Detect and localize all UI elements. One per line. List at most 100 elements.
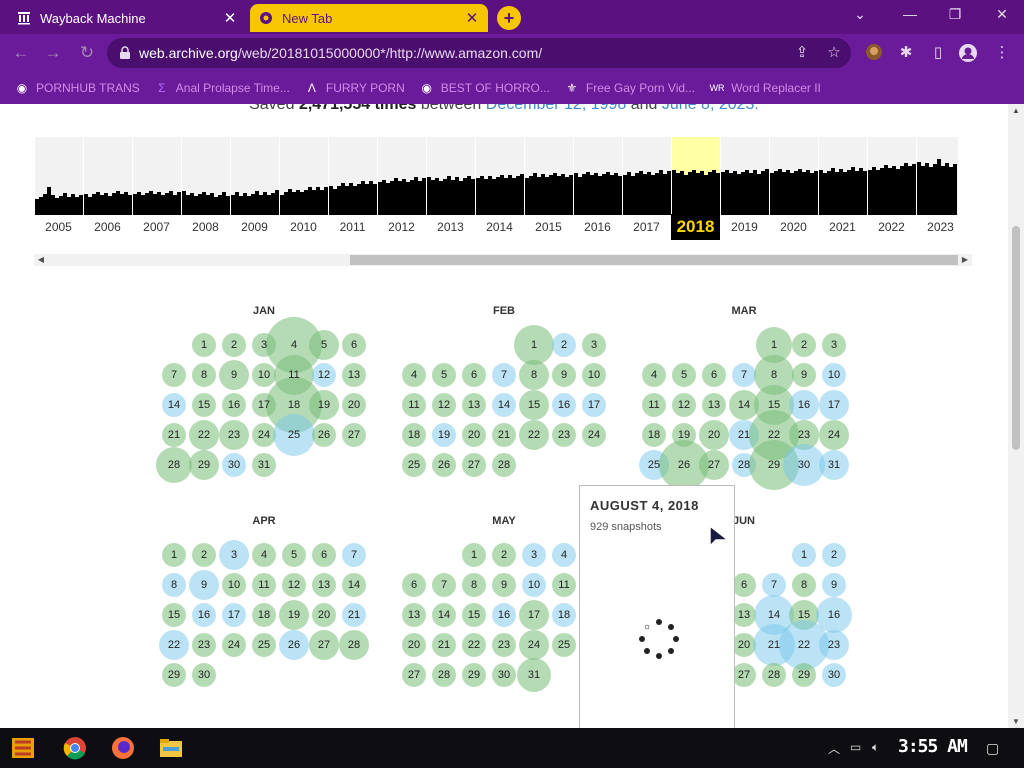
year-label-2013[interactable]: 2013 xyxy=(437,220,464,234)
calendar-day[interactable]: 28 xyxy=(767,669,781,681)
year-column-2019[interactable] xyxy=(720,137,769,215)
restore-icon[interactable]: ❐ xyxy=(948,6,962,22)
menu-icon[interactable]: ⋮ xyxy=(994,44,1010,61)
calendar-day[interactable]: 12 xyxy=(437,399,451,411)
calendar-day[interactable]: 27 xyxy=(737,669,751,681)
calendar-day[interactable]: 7 xyxy=(350,549,358,561)
calendar-day[interactable]: 12 xyxy=(317,369,331,381)
calendar-day[interactable]: 2 xyxy=(800,339,808,351)
calendar-day[interactable]: 3 xyxy=(830,339,838,351)
year-label-2023[interactable]: 2023 xyxy=(927,220,954,234)
calendar-day[interactable]: 6 xyxy=(350,339,358,351)
year-label-2020[interactable]: 2020 xyxy=(780,220,807,234)
bookmark-item[interactable]: Λ FURRY PORN xyxy=(304,80,405,96)
calendar-day[interactable]: 27 xyxy=(347,429,361,441)
calendar-day[interactable]: 5 xyxy=(440,369,448,381)
calendar-day[interactable]: 23 xyxy=(197,639,211,651)
calendar-day[interactable]: 25 xyxy=(407,459,421,471)
address-bar[interactable]: web.archive.org/web/20181015000000*/http… xyxy=(107,38,851,68)
calendar-day[interactable]: 14 xyxy=(737,399,751,411)
calendar-day[interactable]: 18 xyxy=(287,399,301,411)
file-explorer-icon[interactable] xyxy=(156,734,186,762)
tab-wayback-machine[interactable]: Wayback Machine ✕ xyxy=(8,4,246,32)
calendar-day[interactable]: 20 xyxy=(707,429,721,441)
calendar-day[interactable]: 22 xyxy=(527,429,541,441)
calendar-day[interactable]: 30 xyxy=(797,459,811,471)
calendar-day[interactable]: 23 xyxy=(827,639,841,651)
reload-icon[interactable]: ↻ xyxy=(79,43,95,62)
year-label-2006[interactable]: 2006 xyxy=(94,220,121,234)
calendar-day[interactable]: 27 xyxy=(707,459,721,471)
year-column-2009[interactable] xyxy=(230,137,279,215)
year-column-2016[interactable] xyxy=(573,137,622,215)
star-icon[interactable]: ☆ xyxy=(827,44,841,61)
calendar-day[interactable]: 18 xyxy=(257,609,271,621)
calendar-day[interactable]: 28 xyxy=(437,669,451,681)
year-column-2005[interactable] xyxy=(34,137,83,215)
bookmark-item[interactable]: WR Word Replacer II xyxy=(709,81,821,95)
scrollbar-thumb[interactable] xyxy=(350,255,958,265)
calendar-day[interactable]: 26 xyxy=(677,459,691,471)
calendar-day[interactable]: 2 xyxy=(500,549,508,561)
year-label-2014[interactable]: 2014 xyxy=(486,220,513,234)
bookmark-item[interactable]: ⚜ Free Gay Porn Vid... xyxy=(564,80,696,96)
calendar-day[interactable]: 26 xyxy=(437,459,451,471)
calendar-day[interactable]: 14 xyxy=(497,399,511,411)
calendar-day[interactable]: 9 xyxy=(230,369,238,381)
calendar-day[interactable]: 14 xyxy=(767,609,781,621)
calendar-day[interactable]: 2 xyxy=(200,549,208,561)
calendar-day[interactable]: 10 xyxy=(527,579,541,591)
year-label-2022[interactable]: 2022 xyxy=(878,220,905,234)
calendar-day[interactable]: 15 xyxy=(797,609,811,621)
calendar-day[interactable]: 22 xyxy=(767,429,781,441)
forward-icon[interactable]: → xyxy=(44,43,62,62)
calendar-day[interactable]: 29 xyxy=(467,669,481,681)
calendar-day[interactable]: 16 xyxy=(227,399,241,411)
taskbar-clock[interactable]: 3:55 AM xyxy=(898,736,968,757)
calendar-day[interactable]: 11 xyxy=(558,579,570,591)
calendar-day[interactable]: 2 xyxy=(230,339,238,351)
calendar-day[interactable]: 11 xyxy=(648,399,660,411)
calendar-day[interactable]: 28 xyxy=(497,459,511,471)
calendar-day[interactable]: 3 xyxy=(260,339,268,351)
calendar-day[interactable]: 31 xyxy=(527,669,541,681)
calendar-day[interactable]: 20 xyxy=(407,639,421,651)
calendar-day[interactable]: 30 xyxy=(227,459,241,471)
calendar-day[interactable]: 15 xyxy=(467,609,481,621)
calendar-day[interactable]: 25 xyxy=(287,429,301,441)
calendar-day[interactable]: 25 xyxy=(257,639,271,651)
scrollbar-thumb[interactable] xyxy=(1012,226,1020,450)
year-label-2010[interactable]: 2010 xyxy=(290,220,317,234)
calendar-day[interactable]: 14 xyxy=(347,579,361,591)
calendar-day[interactable]: 28 xyxy=(737,459,751,471)
network-icon[interactable]: ▭ xyxy=(850,740,862,754)
calendar-day[interactable]: 18 xyxy=(647,429,661,441)
calendar-day[interactable]: 20 xyxy=(737,639,751,651)
calendar-day[interactable]: 27 xyxy=(407,669,421,681)
firefox-app-icon[interactable] xyxy=(108,734,138,762)
calendar-day[interactable]: 10 xyxy=(227,579,241,591)
first-capture-link[interactable]: December 12, 1998 xyxy=(485,104,627,113)
calendar-day[interactable]: 5 xyxy=(680,369,688,381)
calendar-day[interactable]: 8 xyxy=(800,579,808,591)
year-label-2009[interactable]: 2009 xyxy=(241,220,268,234)
calendar-day[interactable]: 21 xyxy=(497,429,511,441)
year-label-2005[interactable]: 2005 xyxy=(45,220,72,234)
calendar-day[interactable]: 15 xyxy=(167,609,181,621)
calendar-day[interactable]: 25 xyxy=(647,459,661,471)
chevron-down-icon[interactable]: ⌄ xyxy=(854,6,866,22)
year-column-2006[interactable] xyxy=(83,137,132,215)
calendar-day[interactable]: 1 xyxy=(470,549,478,561)
calendar-day[interactable]: 31 xyxy=(827,459,841,471)
calendar-day[interactable]: 22 xyxy=(167,639,181,651)
year-label-2007[interactable]: 2007 xyxy=(143,220,170,234)
calendar-day[interactable]: 31 xyxy=(257,459,271,471)
calendar-day[interactable]: 6 xyxy=(710,369,718,381)
calendar-day[interactable]: 21 xyxy=(737,429,751,441)
calendar-day[interactable]: 13 xyxy=(737,609,751,621)
notifications-icon[interactable]: ▢ xyxy=(986,740,1000,756)
calendar-day[interactable]: 13 xyxy=(407,609,421,621)
calendar-day[interactable]: 10 xyxy=(827,369,841,381)
scroll-down-icon[interactable]: ▼ xyxy=(1012,717,1020,726)
calendar-day[interactable]: 9 xyxy=(560,369,568,381)
